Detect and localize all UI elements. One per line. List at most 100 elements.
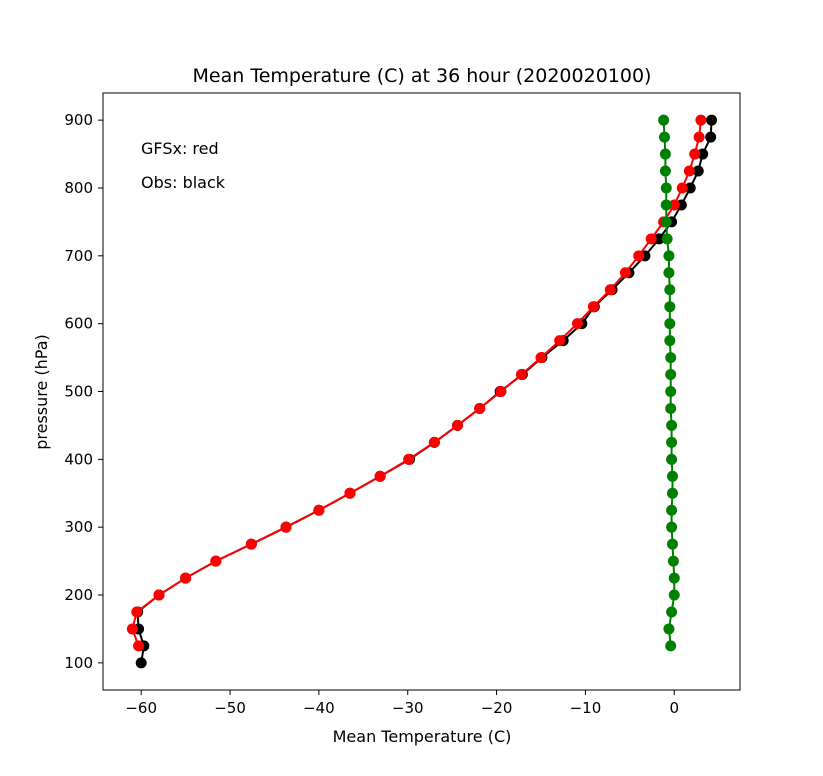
data-point	[664, 318, 676, 330]
data-point	[666, 453, 678, 465]
data-point	[131, 606, 143, 618]
data-point	[663, 250, 675, 262]
data-point	[659, 165, 671, 177]
data-point	[619, 267, 631, 279]
data-point	[665, 386, 677, 397]
data-point	[245, 538, 257, 550]
data-point	[344, 487, 356, 499]
y-tick-label: 700	[64, 247, 93, 265]
data-point	[668, 589, 680, 601]
series-2	[658, 114, 680, 652]
y-tick-label: 500	[64, 383, 93, 401]
x-tick-label: −60	[125, 699, 157, 717]
data-point	[313, 504, 325, 516]
data-point	[705, 131, 717, 143]
x-tick-label: −30	[392, 699, 424, 717]
data-point	[663, 267, 675, 279]
y-tick-label: 300	[64, 518, 93, 536]
y-tick-label: 600	[64, 315, 93, 333]
data-point	[474, 402, 486, 414]
data-point	[695, 114, 707, 126]
series-line	[136, 120, 713, 664]
data-point	[666, 487, 678, 499]
data-point	[664, 301, 676, 313]
data-point	[659, 148, 671, 160]
data-point	[683, 165, 695, 177]
x-axis: −60 −50 −40 −30 −20 −10 0	[125, 690, 679, 717]
data-point	[374, 470, 386, 482]
series-line	[131, 120, 702, 647]
data-point	[126, 623, 138, 635]
data-point	[587, 301, 599, 313]
x-tick-label: −10	[570, 699, 602, 717]
data-point	[666, 521, 678, 533]
data-point	[676, 182, 688, 194]
data-point	[180, 572, 192, 584]
data-point	[706, 114, 718, 126]
data-point	[665, 352, 677, 364]
chart-title: Mean Temperature (C) at 36 hour (2020020…	[193, 65, 652, 87]
y-tick-label: 900	[64, 111, 93, 129]
data-point	[697, 148, 709, 160]
series-1	[126, 114, 707, 652]
data-point	[667, 555, 679, 567]
data-point	[665, 402, 677, 414]
data-point	[554, 335, 566, 347]
data-point	[692, 165, 704, 177]
y-tick-label: 400	[64, 450, 93, 468]
data-point	[665, 369, 677, 381]
y-axis-label: pressure (hPa)	[32, 334, 51, 450]
data-point	[515, 369, 527, 381]
data-point	[664, 335, 676, 347]
data-point	[689, 148, 701, 160]
data-point	[451, 419, 463, 431]
legend-annotation-obs: Obs: black	[141, 173, 226, 192]
y-axis: 100 200 300 400 500 600 700 800 900	[64, 111, 103, 672]
data-point	[666, 419, 678, 431]
data-point	[666, 436, 678, 448]
legend-annotation-gfsx: GFSx: red	[141, 139, 219, 158]
data-point	[664, 284, 676, 296]
data-point	[135, 657, 147, 669]
data-point	[666, 470, 678, 482]
data-point	[133, 640, 145, 652]
data-point	[684, 182, 696, 194]
x-tick-label: −40	[303, 699, 335, 717]
x-tick-label: −50	[214, 699, 246, 717]
plot-area	[126, 114, 718, 669]
data-point	[633, 250, 645, 262]
data-point	[571, 318, 583, 330]
data-point	[428, 436, 440, 448]
x-tick-label: 0	[669, 699, 679, 717]
data-point	[665, 640, 677, 652]
series-0	[132, 114, 718, 669]
data-point	[280, 521, 292, 533]
x-tick-label: −20	[481, 699, 513, 717]
data-point	[661, 233, 673, 245]
data-point	[658, 114, 670, 126]
data-point	[535, 352, 547, 364]
y-tick-label: 200	[64, 586, 93, 604]
data-point	[666, 504, 678, 516]
data-point	[660, 182, 672, 194]
data-point	[668, 572, 680, 584]
data-point	[660, 199, 672, 211]
y-tick-label: 800	[64, 179, 93, 197]
y-tick-label: 100	[64, 654, 93, 672]
data-point	[658, 131, 670, 143]
data-point	[645, 233, 657, 245]
data-point	[403, 453, 415, 465]
data-point	[668, 199, 680, 211]
data-point	[604, 284, 616, 296]
data-point	[210, 555, 222, 567]
data-point	[153, 589, 165, 601]
series-line	[662, 120, 676, 647]
data-point	[663, 623, 675, 635]
data-point	[666, 538, 678, 550]
x-axis-label: Mean Temperature (C)	[333, 727, 512, 746]
data-point	[653, 233, 665, 245]
data-point	[660, 216, 672, 228]
data-point	[495, 386, 507, 397]
data-point	[693, 131, 705, 143]
